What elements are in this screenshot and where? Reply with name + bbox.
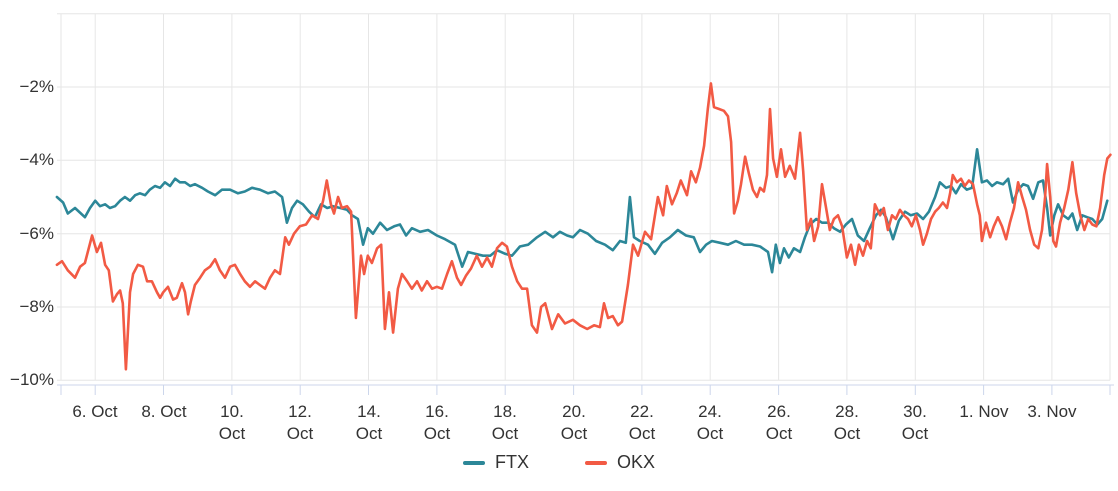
okx-series-line bbox=[55, 82, 1112, 371]
x-axis-label: 12. Oct bbox=[286, 402, 314, 443]
y-axis-label: −4% bbox=[19, 150, 55, 169]
ftx-line-swatch bbox=[462, 460, 485, 465]
x-axis-label: 20. Oct bbox=[560, 402, 588, 443]
x-axis-label: 30. Oct bbox=[901, 402, 929, 443]
x-axis-label: 24. Oct bbox=[696, 402, 724, 443]
x-axis-label: 3. Nov bbox=[1027, 402, 1077, 421]
x-axis-label: 10. Oct bbox=[218, 402, 246, 443]
legend-item-ftx[interactable]: FTX bbox=[462, 452, 529, 473]
y-axis-label: −10% bbox=[10, 370, 54, 389]
y-axis-label: −2% bbox=[19, 77, 55, 96]
x-axis-label: 18. Oct bbox=[491, 402, 519, 443]
legend-label-okx: OKX bbox=[616, 452, 655, 472]
x-axis-label: 14. Oct bbox=[355, 402, 383, 443]
x-axis-label: 28. Oct bbox=[833, 402, 861, 443]
x-axis-label: 26. Oct bbox=[765, 402, 793, 443]
okx-line-swatch bbox=[584, 460, 607, 465]
ftx-series-line bbox=[55, 148, 1109, 274]
x-axis-label: 6. Oct bbox=[72, 402, 118, 421]
x-axis-label: 16. Oct bbox=[423, 402, 451, 443]
y-axis-label: −8% bbox=[19, 297, 55, 316]
x-axis-label: 1. Nov bbox=[959, 402, 1009, 421]
legend-label-ftx: FTX bbox=[494, 452, 529, 472]
x-axis-label: 8. Oct bbox=[141, 402, 187, 421]
chart-legend: FTX OKX bbox=[0, 452, 1118, 473]
x-axis-label: 22. Oct bbox=[628, 402, 656, 443]
legend-item-okx[interactable]: OKX bbox=[584, 452, 655, 473]
y-axis-label: −6% bbox=[19, 224, 55, 243]
